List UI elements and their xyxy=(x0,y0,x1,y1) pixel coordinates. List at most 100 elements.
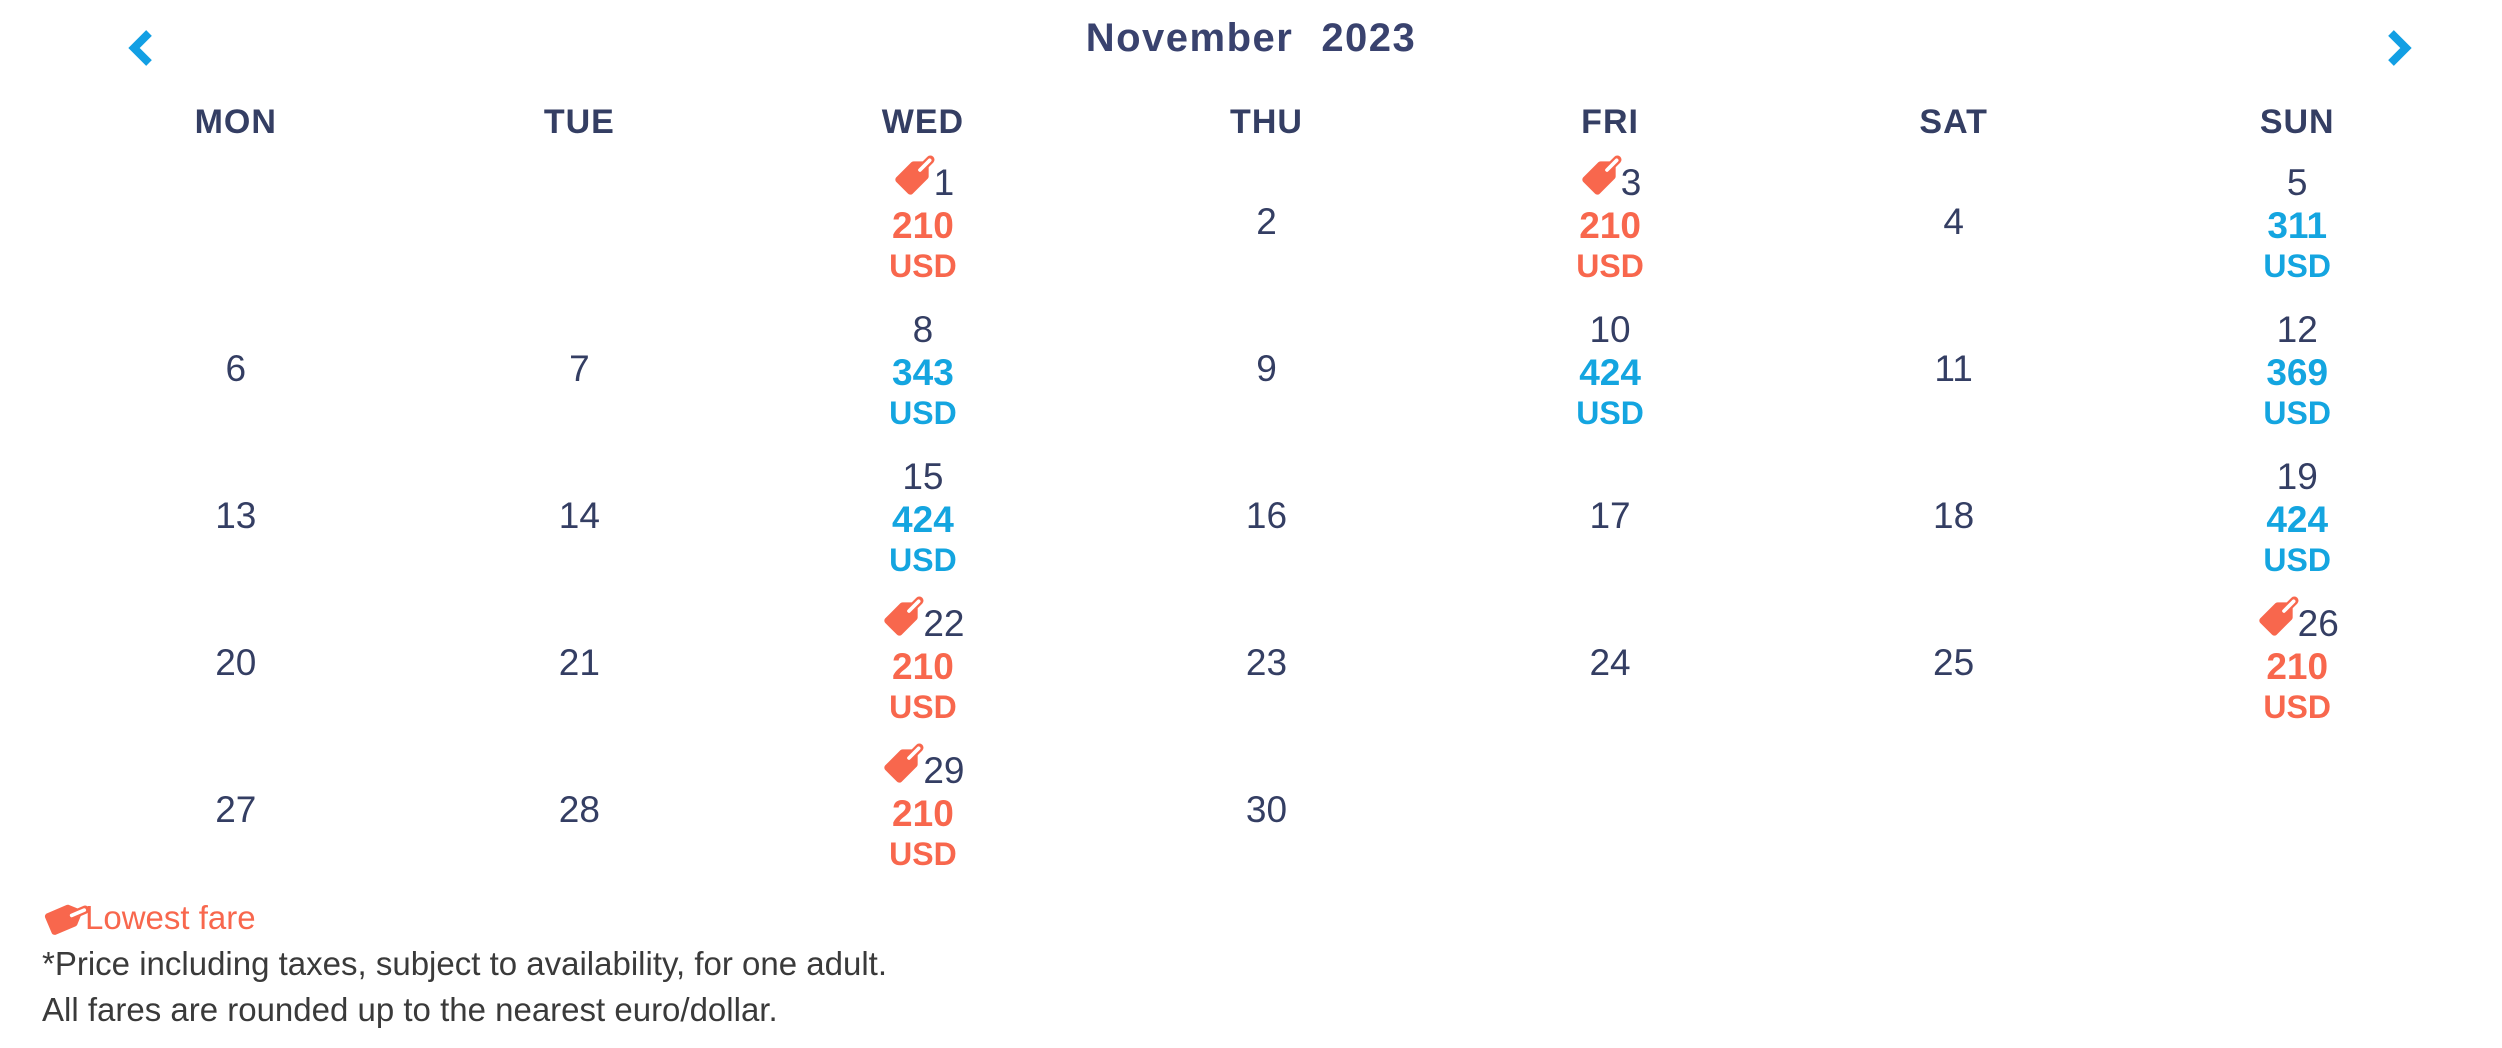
date-number: 13 xyxy=(215,495,257,536)
date-line: 11 xyxy=(1934,347,1972,391)
date-line: 27 xyxy=(215,788,256,832)
day-cell-26[interactable]: 26 210 USD xyxy=(2125,596,2469,744)
day-cell-7: 7 xyxy=(408,303,752,450)
date-line: 30 xyxy=(1246,788,1287,832)
day-cell-21: 21 xyxy=(408,597,752,744)
day-cell-2: 2 xyxy=(1095,156,1439,303)
date-number: 29 xyxy=(923,750,965,791)
month-year-title: November 2023 xyxy=(0,0,2502,61)
day-header-fri: FRI xyxy=(1581,102,1639,141)
day-cell-1[interactable]: 1 210 USD xyxy=(751,155,1095,303)
date-line: 13 xyxy=(215,494,256,538)
fare-currency: USD xyxy=(889,689,957,725)
day-cell-11: 11 xyxy=(1782,303,2126,450)
day-header-sun: SUN xyxy=(2259,102,2335,141)
day-cell-19[interactable]: 19 424 USD xyxy=(2125,450,2469,597)
date-line: 2 xyxy=(1256,200,1277,244)
date-line: 25 xyxy=(1933,641,1974,685)
date-number: 6 xyxy=(225,348,247,389)
fare-amount: 424 xyxy=(1579,352,1641,393)
day-header-tue: TUE xyxy=(543,102,615,141)
empty-cell xyxy=(408,156,752,303)
day-header-mon: MON xyxy=(194,102,277,141)
calendar-header: November 2023 xyxy=(0,0,2502,88)
date-number: 27 xyxy=(215,789,257,830)
day-header-thu: THU xyxy=(1230,102,1303,141)
day-cell-10[interactable]: 10 424 USD xyxy=(1438,303,1782,450)
date-number: 22 xyxy=(923,603,965,644)
day-cell-16: 16 xyxy=(1095,450,1439,597)
day-cell-8[interactable]: 8 343 USD xyxy=(751,303,1095,450)
fare-currency: USD xyxy=(2263,542,2331,578)
day-cell-4: 4 xyxy=(1782,156,2126,303)
day-cell-3[interactable]: 3 210 USD xyxy=(1438,155,1782,303)
day-header-wed: WED xyxy=(881,102,965,141)
day-cell-5[interactable]: 5 311 USD xyxy=(2125,156,2469,303)
next-month-button[interactable] xyxy=(2376,22,2424,74)
day-cell-29[interactable]: 29 210 USD xyxy=(751,743,1095,891)
day-cell-25: 25 xyxy=(1782,597,2126,744)
day-cell-22[interactable]: 22 210 USD xyxy=(751,596,1095,744)
date-number: 23 xyxy=(1245,642,1288,683)
day-cell-18: 18 xyxy=(1782,450,2126,597)
date-line: 8 xyxy=(913,309,934,351)
lowest-fare-tag-icon xyxy=(892,155,935,198)
fare-calendar-grid: MON TUE WED THU FRI SAT SUN 1 210 USD 2 3 210 USD 4 5… xyxy=(64,88,2469,891)
year-label: 2023 xyxy=(1321,16,1417,60)
fare-amount: 424 xyxy=(2266,499,2329,540)
lowest-fare-legend-icon xyxy=(35,894,90,946)
day-cell-17: 17 xyxy=(1438,450,1782,597)
day-cell-27: 27 xyxy=(64,744,408,891)
date-line: 12 xyxy=(2277,309,2318,351)
date-line: 29 xyxy=(881,743,965,792)
day-cell-12[interactable]: 12 369 USD xyxy=(2125,303,2469,450)
date-line: 20 xyxy=(215,641,256,685)
previous-month-button[interactable] xyxy=(116,22,164,74)
fare-currency: USD xyxy=(2263,689,2331,725)
day-cell-13: 13 xyxy=(64,450,408,597)
date-number: 8 xyxy=(912,309,934,350)
date-number: 17 xyxy=(1589,495,1631,536)
day-cell-15[interactable]: 15 424 USD xyxy=(751,450,1095,597)
date-number: 20 xyxy=(215,642,257,683)
calendar-footer: Lowest fare *Price including taxes, subj… xyxy=(42,895,2502,1033)
date-number: 30 xyxy=(1245,789,1288,830)
fare-amount: 311 xyxy=(2267,205,2328,246)
date-line: 16 xyxy=(1246,494,1287,538)
lowest-fare-tag-icon xyxy=(2256,596,2299,639)
fare-amount: 210 xyxy=(892,646,954,687)
fare-amount: 210 xyxy=(892,205,954,246)
day-cell-24: 24 xyxy=(1438,597,1782,744)
fare-amount: 424 xyxy=(892,499,954,540)
date-line: 18 xyxy=(1933,494,1974,538)
lowest-fare-legend-label: Lowest fare xyxy=(85,899,256,936)
fare-amount: 210 xyxy=(892,793,954,834)
date-number: 24 xyxy=(1589,642,1631,683)
date-line: 15 xyxy=(902,456,943,498)
day-cell-6: 6 xyxy=(64,303,408,450)
date-number: 5 xyxy=(2286,162,2308,203)
date-line: 17 xyxy=(1589,494,1630,538)
day-cell-30: 30 xyxy=(1095,744,1439,891)
fare-currency: USD xyxy=(1576,395,1644,431)
date-line: 28 xyxy=(559,788,600,832)
date-number: 11 xyxy=(1934,348,1973,389)
date-line: 5 xyxy=(2287,162,2308,204)
date-number: 9 xyxy=(1256,348,1277,389)
lowest-fare-legend: Lowest fare xyxy=(42,895,2502,941)
date-line: 7 xyxy=(569,347,590,391)
date-number: 18 xyxy=(1933,495,1975,536)
fare-amount: 343 xyxy=(892,352,954,393)
day-cell-14: 14 xyxy=(408,450,752,597)
fare-currency: USD xyxy=(889,836,957,872)
day-cell-23: 23 xyxy=(1095,597,1439,744)
date-number: 3 xyxy=(1620,162,1642,203)
fare-amount: 210 xyxy=(1579,205,1641,246)
date-number: 25 xyxy=(1933,642,1975,683)
footnote-rounding-disclaimer: All fares are rounded up to the nearest … xyxy=(42,991,778,1028)
month-label: November xyxy=(1085,16,1294,60)
date-number: 10 xyxy=(1589,309,1631,350)
day-header-sat: SAT xyxy=(1919,102,1988,141)
date-line: 10 xyxy=(1589,309,1630,351)
date-line: 23 xyxy=(1246,641,1287,685)
